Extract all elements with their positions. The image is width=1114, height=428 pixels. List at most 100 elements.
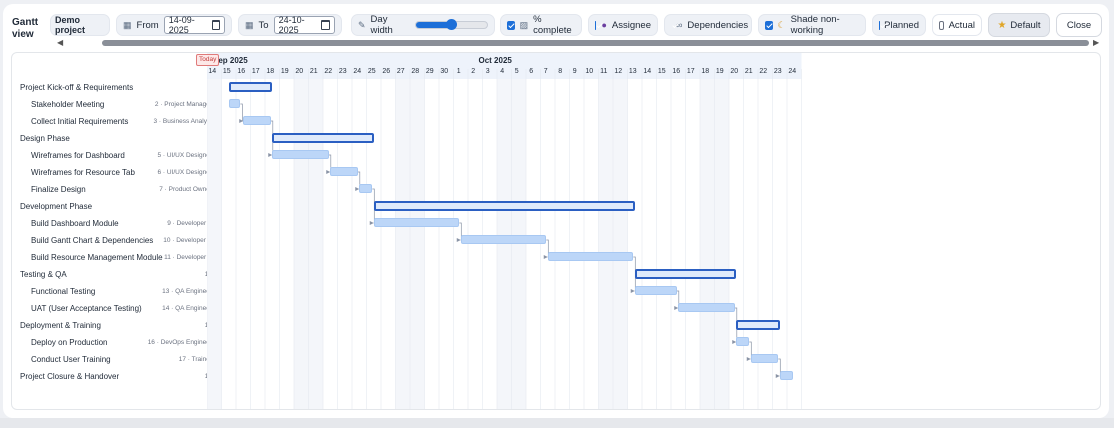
task-row[interactable]: Deploy on Production 16 · DevOps Engineer (12, 334, 212, 351)
task-row[interactable]: Project Closure & Handover18 (12, 368, 212, 385)
day-label: 24 (353, 68, 362, 75)
weekend-shade (294, 79, 309, 409)
summary-bar[interactable] (228, 82, 273, 92)
task-bar[interactable] (736, 337, 750, 346)
close-label: Close (1066, 19, 1092, 31)
task-bar[interactable] (779, 371, 793, 380)
task-row[interactable]: Stakeholder Meeting 2 · Project Manager (12, 96, 212, 113)
calendar-picker-icon[interactable] (211, 20, 220, 30)
task-row[interactable]: Finalize Design 7 · Product Owner (12, 181, 212, 198)
assignee-label: Assignee (611, 19, 651, 31)
day-label: 16 (672, 68, 681, 75)
task-row[interactable]: UAT (User Acceptance Testing) 14 · QA Eng… (12, 300, 212, 317)
task-name: Stakeholder Meeting (31, 100, 105, 109)
shade-checkbox[interactable] (765, 20, 773, 30)
task-meta: 9 · Developer A (167, 220, 212, 227)
pct-complete-checkbox[interactable] (507, 20, 515, 30)
scroll-right-icon[interactable]: ▶ (1093, 38, 1100, 47)
planned-toggle[interactable]: Planned (872, 14, 926, 36)
task-bar[interactable] (228, 99, 241, 108)
day-label: 20 (730, 68, 739, 75)
dependency-arrow (355, 187, 360, 191)
task-name: Development Phase (20, 202, 93, 211)
task-name: Wireframes for Resource Tab (31, 168, 135, 177)
day-label: 1 (456, 68, 461, 75)
star-icon: ★ (997, 19, 1007, 31)
pct-complete-label: % complete (533, 14, 572, 36)
day-label: 22 (324, 68, 333, 75)
header-band (207, 53, 802, 79)
horizontal-scrollbar[interactable] (102, 40, 1089, 46)
dependencies-label: Dependencies (687, 19, 749, 31)
task-bar[interactable] (460, 235, 547, 244)
dependencies-toggle[interactable]: ∞ Dependencies (664, 14, 752, 36)
chart-icon: ▨ (519, 19, 529, 30)
summary-bar[interactable] (736, 320, 780, 330)
pct-complete-toggle[interactable]: ▨ % complete (500, 14, 582, 36)
day-width-slider[interactable] (414, 19, 488, 30)
weekend-shade (714, 79, 729, 409)
task-row[interactable]: Functional Testing 13 · QA Engineer (12, 283, 212, 300)
task-bar[interactable] (243, 116, 271, 125)
day-label: 19 (280, 68, 289, 75)
task-row[interactable]: Build Resource Management Module 11 · Dev… (12, 249, 212, 266)
task-row[interactable]: Build Gantt Chart & Dependencies 10 · Dev… (12, 232, 212, 249)
shade-toggle[interactable]: ☾ Shade non-working (758, 14, 866, 36)
task-row[interactable]: Testing & QA12 (12, 266, 212, 283)
task-meta: 7 · Product Owner (159, 186, 212, 193)
summary-bar[interactable] (634, 269, 737, 279)
day-label: 25 (367, 68, 376, 75)
actual-checkbox[interactable] (939, 20, 944, 30)
day-label: 15 (657, 68, 666, 75)
page-title: Gantt view (12, 17, 39, 40)
task-meta: 2 · Project Manager (154, 101, 212, 108)
assignee-toggle[interactable]: ● Assignee (588, 14, 658, 36)
task-row[interactable]: Wireframes for Resource Tab 6 · UI/UX Des… (12, 164, 212, 181)
task-bar[interactable] (678, 303, 735, 312)
close-button[interactable]: Close (1056, 13, 1102, 37)
task-row[interactable]: Development Phase8 (12, 198, 212, 215)
dependency-arrow (268, 153, 273, 157)
from-date-input[interactable]: 14-09-2025 (163, 15, 225, 35)
task-row[interactable]: Collect Initial Requirements 3 · Business… (12, 113, 212, 130)
day-label: 12 (614, 68, 623, 75)
day-label: 15 (222, 68, 231, 75)
summary-bar[interactable] (272, 133, 374, 143)
day-label: 29 (425, 68, 434, 75)
project-label: Demo project (55, 15, 86, 35)
timeline-grid (207, 53, 802, 409)
task-bar[interactable] (359, 184, 373, 193)
task-bar[interactable] (272, 150, 329, 159)
task-row[interactable]: Project Kick-off & Requirements1 (12, 79, 212, 96)
weekend-shade (308, 79, 323, 409)
task-row[interactable]: Wireframes for Dashboard 5 · UI/UX Design… (12, 147, 212, 164)
task-bar[interactable] (750, 354, 779, 363)
actual-toggle[interactable]: Actual (932, 14, 982, 36)
day-label: 18 (701, 68, 710, 75)
task-bar[interactable] (547, 252, 634, 261)
assignee-checkbox[interactable] (595, 20, 597, 30)
task-bar[interactable] (634, 286, 677, 295)
to-label: To (258, 19, 269, 31)
dependency-arrow (239, 119, 244, 123)
task-meta: 5 · UI/UX Designer (157, 152, 212, 159)
actual-label: Actual (948, 19, 975, 31)
task-row[interactable]: Build Dashboard Module 9 · Developer A (12, 215, 212, 232)
calendar-picker-icon[interactable] (321, 20, 330, 30)
weekend-shade (497, 79, 512, 409)
task-row[interactable]: Conduct User Training 17 · Trainer (12, 351, 212, 368)
scroll-left-icon[interactable]: ◀ (57, 38, 64, 47)
task-bar[interactable] (330, 167, 358, 176)
task-row[interactable]: Deployment & Training15 (12, 317, 212, 334)
summary-bar[interactable] (373, 201, 635, 211)
slider-knob[interactable] (446, 19, 458, 30)
slider-fill (415, 22, 452, 28)
task-bar[interactable] (373, 218, 460, 227)
moon-icon: ☾ (777, 19, 786, 30)
task-name: Deploy on Production (31, 338, 108, 347)
default-button[interactable]: ★ Default (988, 13, 1050, 37)
to-date-input[interactable]: 24-10-2025 (273, 15, 335, 35)
to-date-group: ▦ To 24-10-2025 (238, 14, 342, 36)
task-name: Build Dashboard Module (31, 219, 119, 228)
task-row[interactable]: Design Phase4 (12, 130, 212, 147)
